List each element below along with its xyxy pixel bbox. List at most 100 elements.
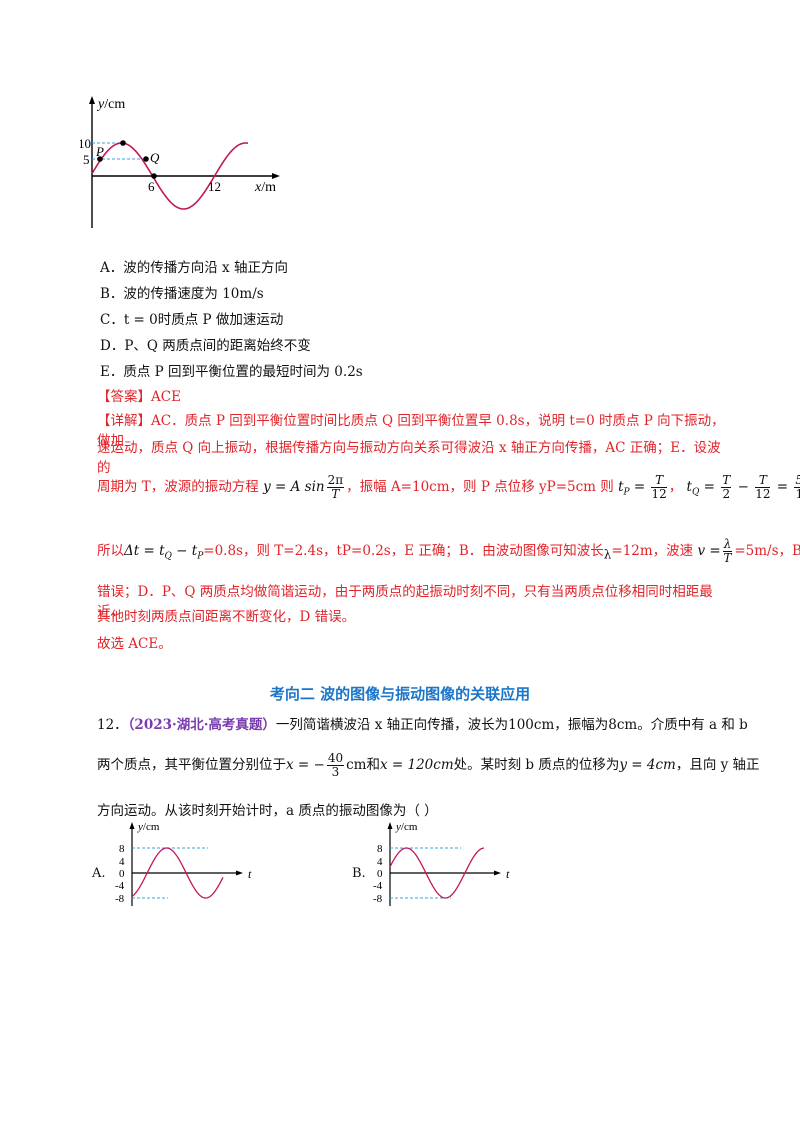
q12-text-1c: 。介质中有 a 和 b [637,717,748,733]
tq-num3: 5T [794,474,800,488]
graph-a-label: A. [92,866,106,881]
tp-num: T [651,474,667,488]
x-axis-arrow-icon [272,173,280,179]
answer-label: 【答案】 [97,389,151,405]
answer-value: ACE [151,389,181,405]
graph-b-tick-4: 4 [377,856,383,868]
tq-num1: T [721,473,732,488]
tq-sub: Q [691,487,700,498]
xa-left: x = − [286,757,325,773]
lambda-symbol: λ [603,547,612,562]
graph-b-tick-8: 8 [377,843,383,855]
wave-graph-1: y/cm 10 5 P Q 6 12 x/m [80,96,280,228]
q12-number: 12． [97,717,128,733]
graph-b-curve [389,847,485,899]
tp-symbol: t [618,479,624,495]
conclusion: 故选 ACE。 [97,636,172,652]
equation-den: T [331,487,340,501]
y-axis-arrow-icon [89,96,95,104]
tp-eq: = [629,479,650,495]
y-axis-label: y/cm [96,97,125,112]
tp-sub: P [623,487,630,498]
v-den: T [723,551,732,565]
y-tick-10: 10 [80,136,91,151]
option-e: E．质点 P 回到平衡位置的最短时间为 0.2s [100,364,363,380]
graph-b-t-label: t [506,867,510,881]
detail-line-3: 周期为 T，波源的振动方程 y = A sin 2π T ，振幅 A=10cm，则 P… [97,472,800,508]
graph-a-tick-8: 8 [119,843,125,855]
detail-line-6: 其他时刻两质点间距离不断变化，D 错误。 [97,609,356,625]
tq-minus: − [733,479,754,495]
tq-expression: tQ = T2 − T12 = 5T12 [686,474,800,501]
graph-b-y-arrow-icon [387,822,393,829]
graph-a-t-label: t [248,867,252,881]
delta-t-sub-p: P [197,551,204,562]
detail-text-4c: =12m，波速 [611,543,694,559]
detail-text-1: AC．质点 P 回到平衡位置时间比质点 Q 回到平衡位置早 0.8s，说明 t=… [97,413,725,449]
xa-num: 40 [326,751,345,766]
tq-num2: T [755,474,771,488]
xa-unit: cm [346,757,367,773]
graph-a-y-arrow-icon [129,822,135,829]
sep: ， [668,479,683,495]
graph-a-tick-4: 4 [119,856,125,868]
x-tick-12: 12 [208,179,221,194]
section-heading: 考向二 波的图像与振动图像的关联应用 [269,685,531,703]
point-P-dot [97,156,103,162]
v-num: λ [722,537,733,552]
tq-den2: 12 [755,487,771,501]
detail-label: 【详解】 [97,413,151,429]
yb: y = 4cm [619,757,676,773]
q12-text-1b: ，振幅为 [554,717,609,733]
graph-b-tick-neg4: -4 [373,880,383,892]
graph-a-y-label: y/cm [137,821,160,833]
point-Q-label: Q [150,150,160,165]
crest-dot [120,140,126,146]
delta-t-minus: − t [171,543,198,559]
q12-amplitude: 8cm [608,717,638,733]
q12-line-2: 两个质点，其平衡位置分别位于x = −40 3 cm和x = 120cm处。某时刻 … [97,748,760,782]
detail-text-3a: 周期为 T，波源的振动方程 [97,479,259,495]
delta-t-expression: Δt = tQ − tP [124,543,204,562]
equation-num: 2π [326,473,345,488]
graph-a-tick-0: 0 [119,868,125,880]
tq-den1: 2 [722,487,731,501]
graph-b-y-label: y/cm [395,821,418,833]
graph-b: y/cm t 8 4 0 -4 -8 [373,821,510,906]
q12-line-1: 12．（2023·湖北·高考真题）一列简谐横波沿 x 轴正向传播，波长为100c… [97,713,748,733]
q12-line-3: 方向运动。从该时刻开始计时，a 质点的振动图像为（ ） [97,803,438,819]
graph-a-t-arrow-icon [236,870,243,876]
detail-line-1: 【详解】AC．质点 P 回到平衡位置时间比质点 Q 回到平衡位置早 0.8s，说… [97,411,729,451]
velocity-expression: v = λ T [697,538,734,565]
vibration-equation: y = A sin 2π T [263,474,346,501]
detail-line-2: 速运动，质点 Q 向上振动，根据传播方向与振动方向关系可得波沿 x 轴正方向传播… [97,440,721,476]
detail-text-4a: 所以 [97,543,124,559]
option-b: B．波的传播速度为 10m/s [100,286,264,302]
option-a: A．波的传播方向沿 x 轴正方向 [100,260,288,276]
delta-t-sub-q: Q [164,551,172,562]
x-tick-6: 6 [148,179,155,194]
option-c: C．t = 0时质点 P 做加速运动 [100,312,284,328]
tp-den: 12 [651,487,667,501]
graph-a-tick-neg4: -4 [115,880,125,892]
detail-line-4: 所以Δt = tQ − tP=0.8s，则 T=2.4s，tP=0.2s，E 正… [97,536,800,572]
tq-symbol: t [686,479,692,495]
xb: x = 120cm [379,757,454,773]
xa-den: 3 [331,765,340,779]
q12-text-2c: ，且向 y 轴正 [675,757,760,773]
graph-b-tick-0: 0 [377,868,383,880]
point-Q-dot [143,156,149,162]
x-axis-label: x/m [254,180,276,195]
graph-b-tick-neg8: -8 [373,893,383,905]
option-d: D．P、Q 两质点间的距离始终不变 [100,338,311,354]
q12-wavelength: 100cm [508,717,555,733]
graph-a-tick-neg8: -8 [115,893,125,905]
y-tick-5: 5 [83,152,90,167]
equation-left: y = A sin [263,479,325,495]
detail-text-3b: ，振幅 A=10cm，则 P 点位移 yP=5cm 则 [346,479,614,495]
graph-b-label: B. [352,866,366,881]
delta-t-eq: Δt = t [124,543,165,559]
answer-line: 【答案】ACE [97,385,181,405]
point-P-label: P [95,144,104,159]
detail-line-5: 错误；D．P、Q 两质点均做简谐运动，由于两质点的起振动时刻不同，只有当两质点位… [97,584,713,620]
